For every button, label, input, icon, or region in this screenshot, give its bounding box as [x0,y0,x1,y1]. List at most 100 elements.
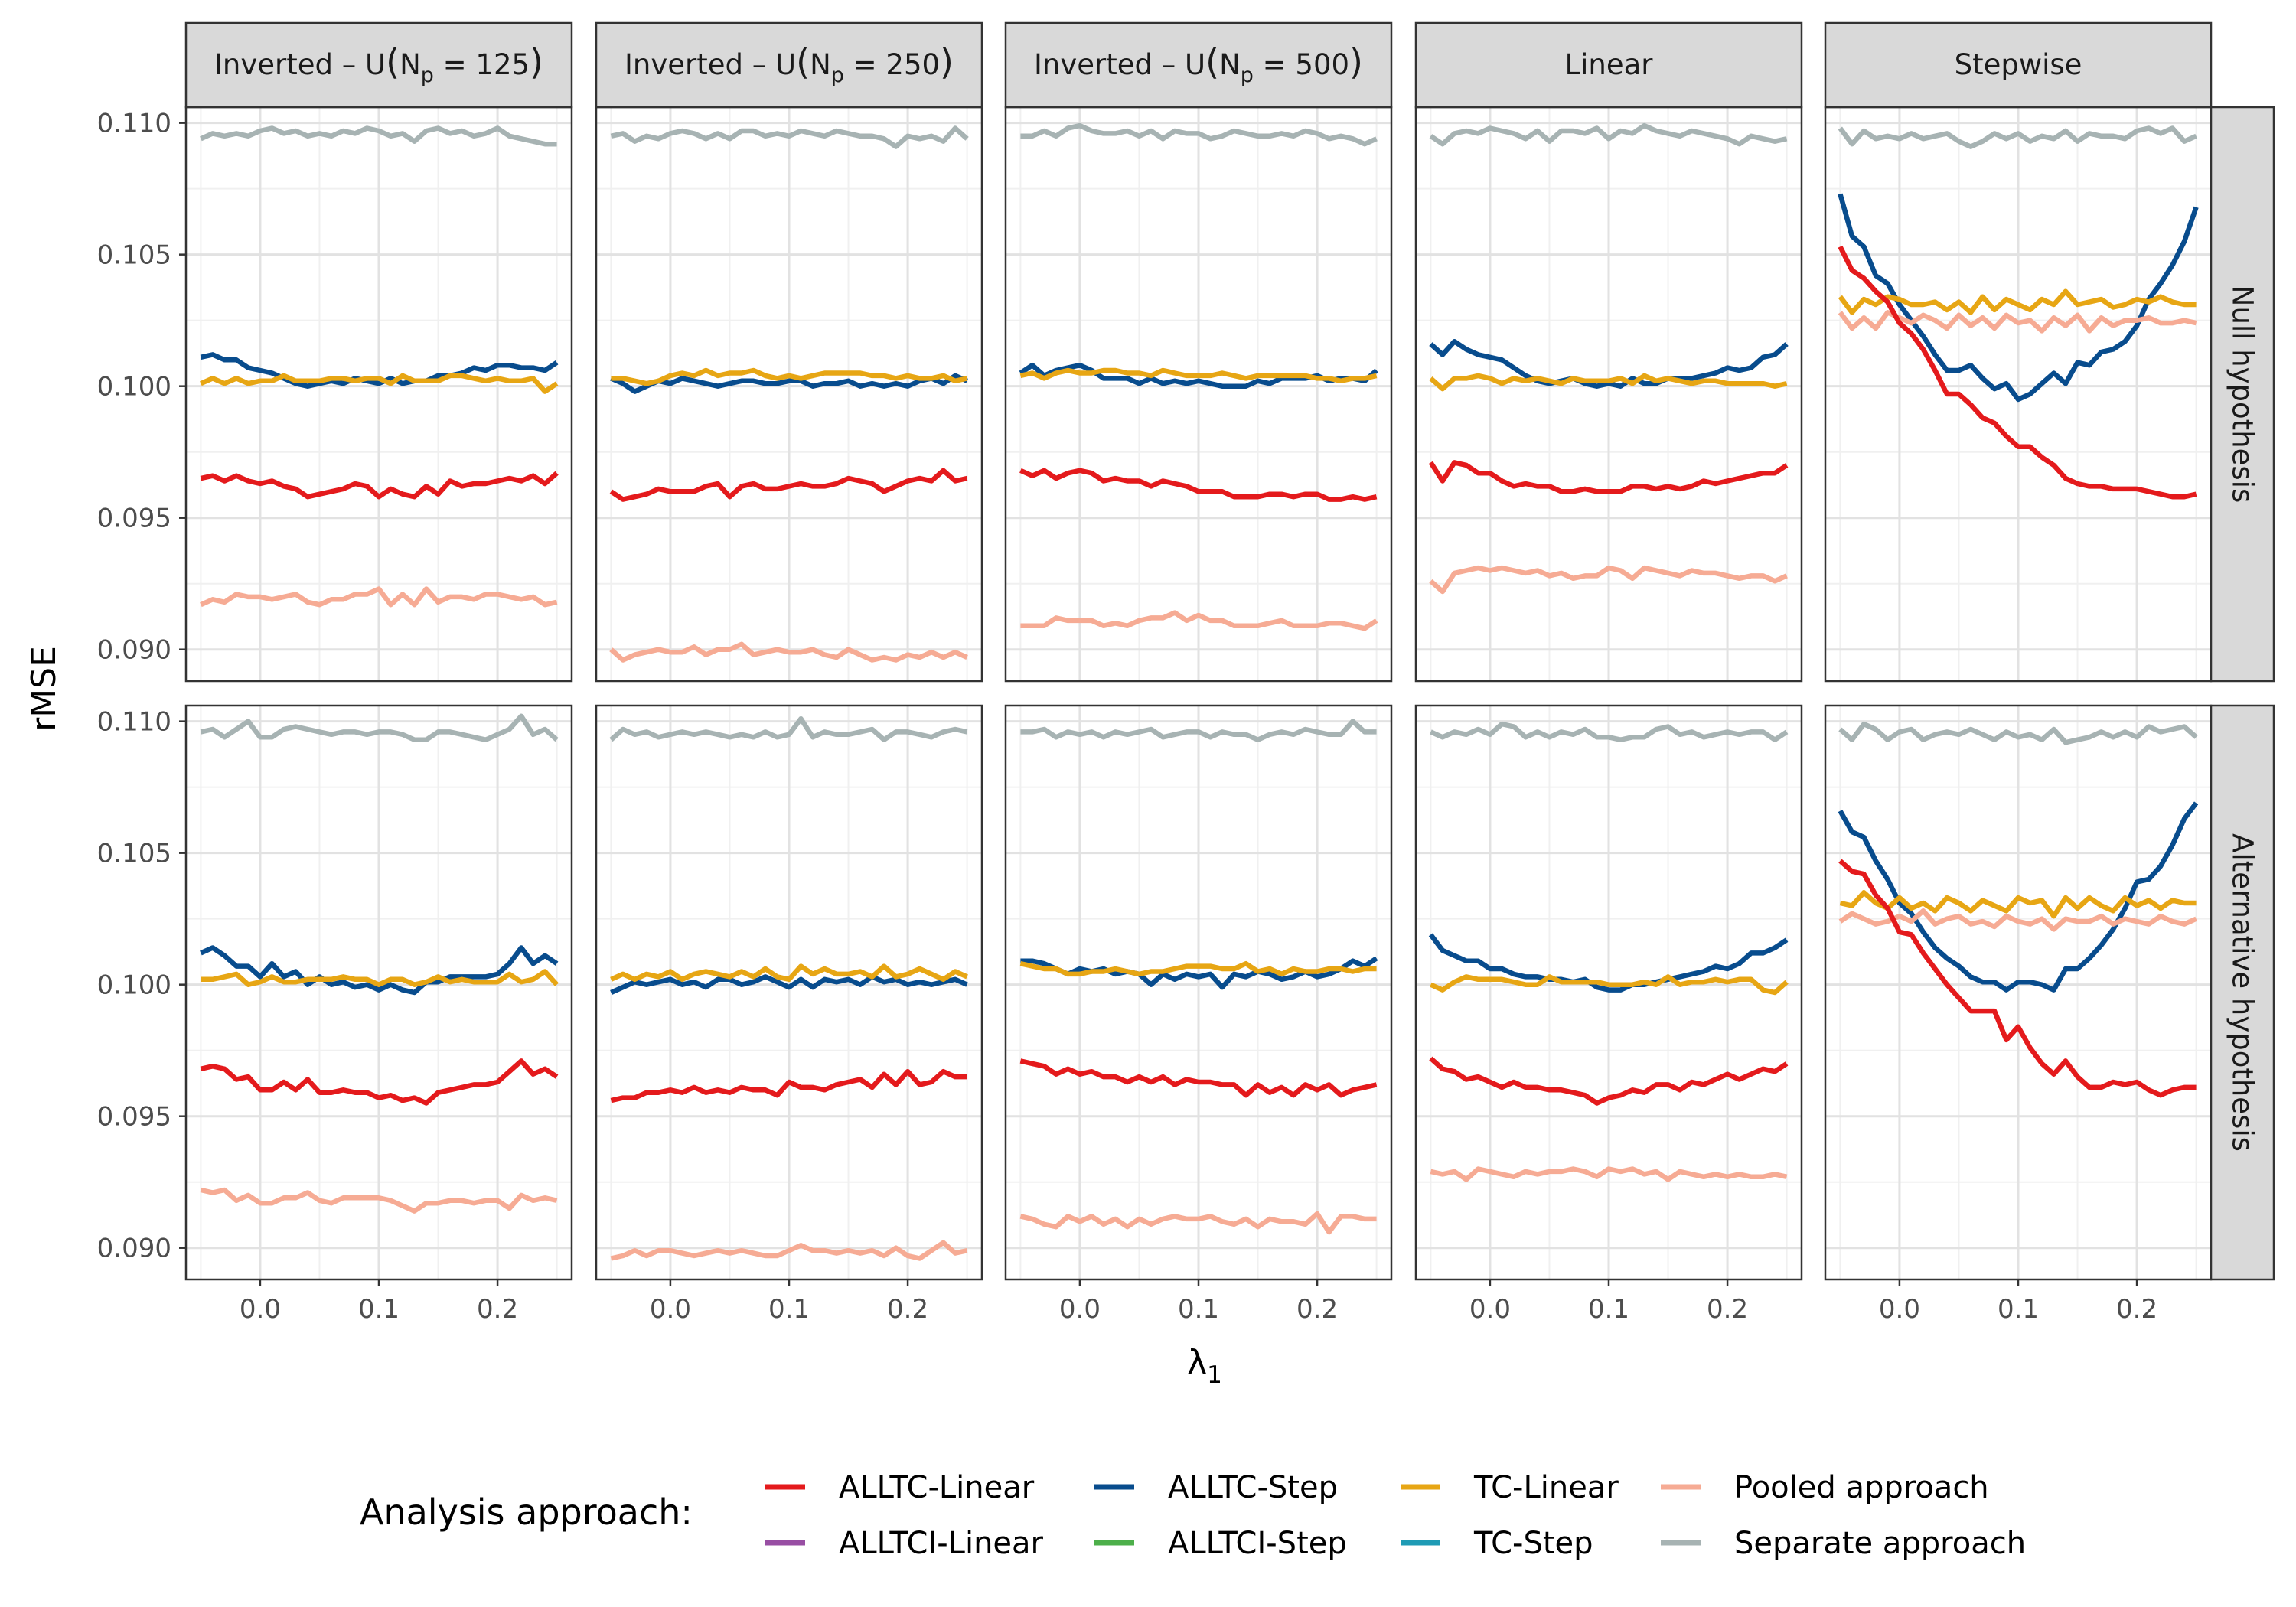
legend-item-separate-approach: Separate approach [1661,1526,2026,1561]
y-tick-label: 0.105 [97,839,171,869]
strip-background [1004,21,1393,109]
y-tick-label: 0.100 [97,970,171,1001]
axes-layer: 0.090 0.095 0.100 0.105 0.110 0.090 0.095 0.100… [97,109,2157,1325]
y-tick-label: 0.100 [97,372,171,403]
legend-label: ALLTCI-Linear [839,1526,1044,1561]
series-line-separate-approach [1020,719,1377,742]
facet-strips: Inverted – U(Np = 125) Inverted – U(Np = … [184,21,2275,1281]
panel-alt-inv250 [595,704,983,1281]
column-strip-label: Inverted – U(Np = 500) [1034,41,1363,87]
legend-item-alltci-step: ALLTCI-Step [1094,1526,1347,1561]
series-line-alltc-step [1838,193,2199,403]
panel-alt-inv500 [1004,704,1393,1281]
legend-label: ALLTC-Linear [839,1470,1035,1505]
y-tick-label: 0.095 [97,1102,171,1133]
row-strip-label: Null hypothesis [2226,285,2259,503]
panel-alt-inv125 [184,704,573,1281]
column-strip-label: Inverted – U(Np = 125) [214,41,543,87]
x-tick-label: 0.2 [887,1294,928,1325]
series-line-alltc-step [1429,338,1789,389]
series-line-tc-linear [200,373,559,394]
series-line-alltc-linear [1838,245,2197,500]
series-line-alltc-linear [610,1068,967,1103]
series-line-pooled-approach [610,1240,968,1261]
legend-label: Separate approach [1734,1526,2026,1561]
panels-layer [184,106,2213,1281]
strip-background [1824,21,2213,109]
panel-null-inv500 [1004,106,1393,683]
series-line-alltc-linear [1019,468,1378,502]
column-strip-label: Inverted – U(Np = 250) [625,41,954,87]
series-line-tc-linear [1838,288,2197,315]
x-tick-label: 0.1 [1178,1294,1219,1325]
legend-item-tc-linear: TC-Linear [1401,1470,1619,1505]
x-tick-label: 0.0 [650,1294,691,1325]
series-line-tc-linear [1429,373,1788,392]
panel-null-stepwise [1824,106,2213,683]
column-strip-inv125: Inverted – U(Np = 125) [184,21,573,109]
x-tick-label: 0.0 [240,1294,281,1325]
series-line-pooled-approach [1430,1166,1788,1182]
series-line-tc-linear [610,963,968,983]
legend-label: Pooled approach [1734,1470,1989,1505]
series-line-tc-linear [1430,974,1789,996]
column-strip-stepwise: Stepwise [1824,21,2213,109]
series-line-separate-approach [1838,721,2198,745]
legend-label: ALLTCI-Step [1168,1526,1347,1561]
series-line-separate-approach [200,713,559,742]
x-tick-label: 0.1 [1998,1294,2039,1325]
series-line-tc-linear [1019,960,1377,977]
series-line-alltc-linear [1429,1056,1789,1106]
legend: Analysis approach: ALLTC-Linear ALLTCI-Li… [360,1470,2026,1561]
y-tick-label: 0.090 [97,635,171,666]
panel-null-inv250 [595,106,983,683]
legend-title: Analysis approach: [360,1491,693,1533]
y-axis-title: rMSE [24,646,64,732]
column-strip-inv250: Inverted – U(Np = 250) [595,21,983,109]
series-line-separate-approach [200,125,557,147]
panel-alt-stepwise [1824,704,2213,1281]
series-line-alltc-step [610,373,968,394]
series-line-tc-linear [1839,890,2197,919]
series-line-separate-approach [610,125,969,149]
series-line-pooled-approach [1838,908,2197,932]
legend-label: ALLTC-Step [1168,1470,1338,1505]
legend-item-alltci-linear: ALLTCI-Linear [765,1526,1044,1561]
series-line-alltc-linear [609,468,968,502]
x-tick-label: 0.2 [2116,1294,2157,1325]
series-line-alltc-linear [1838,859,2197,1098]
legend-item-alltc-linear: ALLTC-Linear [765,1470,1035,1505]
series-line-alltc-step [1428,933,1789,993]
y-tick-label: 0.090 [97,1234,171,1264]
series-line-alltc-step [1020,956,1378,990]
row-strip-null: Null hypothesis [2210,106,2275,683]
strip-background [2210,106,2275,683]
row-strip-label: Alternative hypothesis [2226,833,2259,1152]
series-line-pooled-approach [1019,1211,1377,1235]
strip-background [184,21,573,109]
y-tick-label: 0.110 [97,109,171,139]
series-line-separate-approach [1020,122,1378,147]
x-tick-label: 0.1 [358,1294,400,1325]
series-line-separate-approach [1430,721,1789,742]
legend-label: TC-Step [1473,1526,1593,1561]
x-tick-label: 0.0 [1879,1294,1920,1325]
x-tick-label: 0.0 [1059,1294,1101,1325]
series-line-tc-linear [201,969,559,987]
y-tick-label: 0.105 [97,240,171,271]
series-line-tc-linear [1019,367,1378,384]
series-line-alltc-step [200,945,559,996]
column-strip-linear: Linear [1414,21,1803,109]
legend-item-alltc-step: ALLTC-Step [1094,1470,1338,1505]
x-tick-label: 0.2 [477,1294,518,1325]
series-line-pooled-approach [1838,310,2197,334]
strip-background [595,21,983,109]
series-line-pooled-approach [609,641,968,663]
series-line-pooled-approach [1429,565,1788,595]
series-line-alltc-linear [1019,1058,1378,1098]
x-axis-title: λ1 [1187,1343,1222,1389]
x-tick-label: 0.2 [1296,1294,1338,1325]
series-line-separate-approach [1429,122,1788,147]
series-line-alltc-linear [200,471,559,500]
legend-item-tc-step: TC-Step [1401,1526,1593,1561]
